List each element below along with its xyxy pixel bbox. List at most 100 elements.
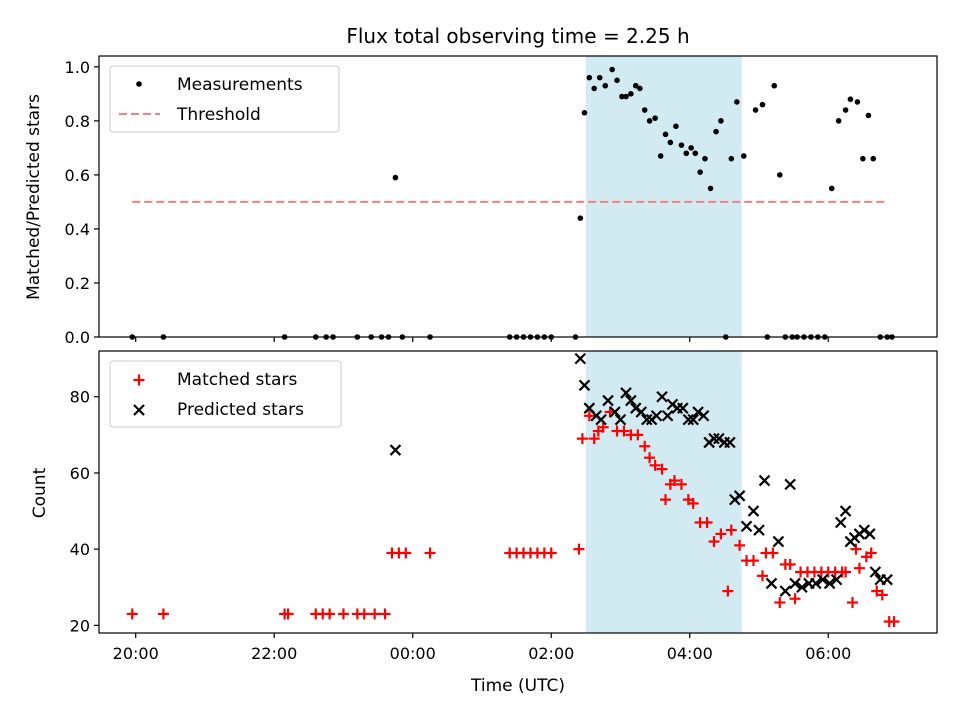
predicted-point	[578, 379, 591, 392]
counts-plot-frame	[98, 350, 938, 634]
predicted-point	[789, 577, 801, 590]
matched-point	[701, 516, 713, 528]
matched-point	[789, 593, 801, 605]
matched-point	[545, 547, 557, 559]
predicted-point	[816, 573, 829, 586]
predicted-point	[629, 402, 642, 414]
matched-point	[774, 597, 786, 609]
legend-threshold-label: Threshold	[176, 105, 261, 125]
x-tick-label: 00:00	[390, 644, 436, 663]
chart-title: Flux total observing time = 2.25 h	[346, 24, 689, 48]
predicted-point	[796, 581, 808, 594]
matched-point	[337, 608, 349, 620]
predicted-point	[708, 432, 720, 445]
measurement-point	[602, 82, 609, 89]
matched-point	[722, 585, 734, 597]
matched-point	[282, 608, 294, 620]
legend-predicted-marker	[133, 404, 145, 416]
matched-point	[597, 421, 609, 433]
matched-point	[400, 547, 412, 559]
measurement-point	[707, 185, 714, 192]
counts-legend: Matched stars Predicted stars	[109, 360, 342, 428]
matched-point	[583, 410, 595, 422]
predicted-point	[724, 436, 736, 449]
measurement-point	[641, 107, 648, 113]
measurement-point	[752, 107, 759, 113]
predicted-point	[810, 577, 822, 590]
predicted-point	[641, 413, 653, 426]
measurement-point	[734, 99, 740, 105]
predicted-point	[881, 573, 893, 586]
measurement-point	[842, 107, 849, 113]
y-tick-label: 20	[70, 616, 90, 635]
predicted-point	[609, 406, 621, 418]
matched-point	[847, 597, 859, 609]
ratio-y-label: Matched/Predicted stars	[24, 94, 44, 300]
predicted-point	[740, 520, 753, 533]
x-axis-label: Time (UTC)	[470, 676, 565, 696]
predicted-point	[625, 394, 637, 407]
matched-point	[157, 608, 169, 620]
measurement-point	[683, 150, 690, 157]
predicted-point	[869, 566, 882, 578]
predicted-point	[389, 444, 402, 456]
y-tick-label: 0.6	[65, 166, 90, 185]
matched-point	[324, 608, 336, 620]
measurement-point	[609, 66, 615, 73]
measurement-point	[662, 131, 669, 138]
predicted-point	[834, 516, 847, 529]
ratio-legend: Measurements Threshold	[109, 65, 340, 133]
matched-point	[573, 543, 585, 555]
measurement-point	[847, 96, 854, 103]
x-tick-label: 04:00	[667, 644, 713, 663]
legend-x-glyph	[133, 404, 145, 416]
y-tick-label: 80	[70, 388, 90, 407]
matched-point	[649, 459, 661, 471]
measurement-point	[835, 118, 842, 124]
x-tick-label: 22:00	[251, 644, 297, 663]
measurement-point	[728, 155, 735, 162]
counts-legend-box	[109, 360, 342, 428]
measurement-point	[586, 74, 593, 81]
measurement-point	[718, 118, 724, 124]
ratio-panel: 0.0 0.2 0.4 0.6 0.8 1.0 Matched/Predicted sta…	[24, 55, 938, 347]
counts-x-ticks: 20:00 22:00 00:00 02:00 04:00 06:00	[113, 633, 851, 663]
legend-matched-label: Matched stars	[177, 370, 297, 390]
ratio-y-ticks: 0.0 0.2 0.4 0.6 0.8 1.0	[65, 58, 99, 347]
predicted-point	[753, 524, 765, 536]
matched-point	[853, 562, 865, 574]
matched-point	[756, 570, 768, 582]
y-tick-label: 0.8	[65, 112, 90, 131]
matched-point	[888, 616, 900, 628]
matched-point	[588, 433, 600, 445]
predicted-point	[595, 413, 607, 426]
matched-point	[767, 547, 779, 559]
predicted-point	[747, 505, 760, 517]
legend-measurements-marker	[136, 81, 142, 87]
measurement-point	[614, 77, 620, 84]
matched-point	[639, 440, 651, 452]
legend-measurements-label: Measurements	[177, 75, 303, 95]
measurement-point	[688, 145, 694, 151]
legend-matched-marker	[133, 374, 145, 386]
predicted-point	[864, 528, 876, 540]
measurement-point	[678, 142, 685, 148]
measurement-point	[776, 172, 783, 178]
matched-point	[876, 589, 888, 601]
matched-point	[369, 608, 381, 620]
counts-y-ticks: 20 40 60 80	[70, 388, 99, 635]
matched-point	[632, 429, 644, 441]
matched-point	[576, 433, 588, 445]
matched-point	[840, 566, 852, 578]
predicted-point	[758, 474, 771, 487]
matched-point	[424, 547, 436, 559]
counts-panel: 20:00 22:00 00:00 02:00 04:00 06:00 20406080 …	[30, 350, 938, 696]
matched-point	[126, 608, 138, 620]
measurement-point	[632, 82, 639, 89]
predicted-point	[692, 406, 704, 418]
measurement-point	[646, 118, 653, 124]
measurement-point	[577, 215, 584, 221]
matched-point	[747, 555, 759, 567]
matched-point	[865, 547, 877, 559]
